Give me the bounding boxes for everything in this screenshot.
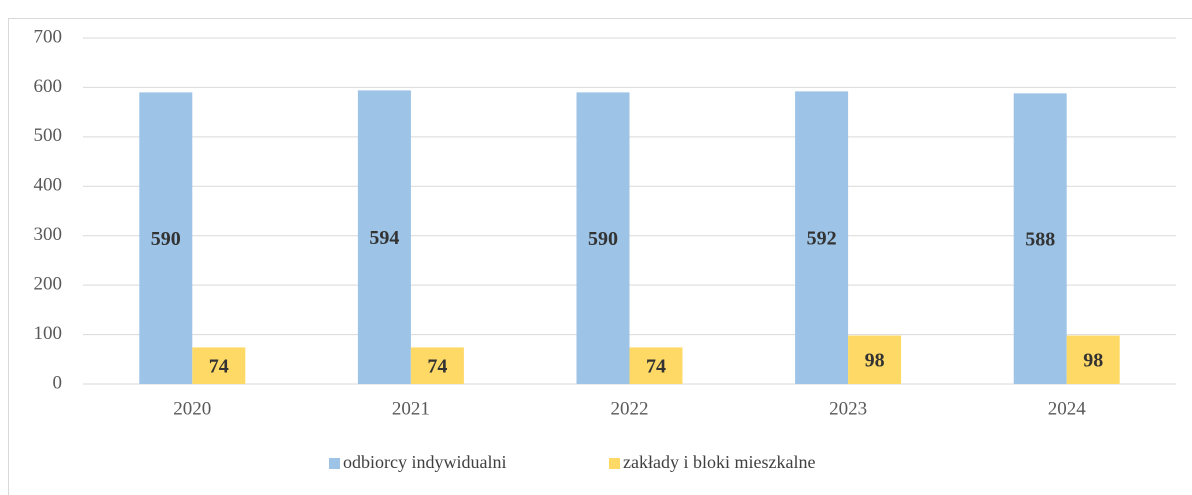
data-label: 594 — [369, 227, 399, 249]
y-tick-label: 600 — [34, 76, 63, 97]
bar — [1013, 93, 1067, 385]
data-label: 592 — [807, 227, 837, 249]
y-tick-label: 200 — [34, 274, 63, 295]
data-label: 590 — [588, 228, 618, 250]
legend-label: odbiorcy indywidualni — [343, 452, 506, 472]
bar — [848, 335, 902, 384]
data-label: 98 — [865, 349, 885, 371]
data-label: 590 — [151, 228, 181, 250]
data-label: 74 — [209, 355, 229, 377]
y-tick-label: 100 — [34, 323, 63, 344]
bar — [357, 90, 411, 384]
x-tick-label: 2023 — [829, 398, 867, 419]
data-label: 74 — [646, 355, 666, 377]
x-tick-label: 2020 — [173, 398, 211, 419]
bar — [139, 92, 193, 384]
bar — [576, 92, 630, 384]
bar — [410, 347, 464, 384]
x-tick-label: 2024 — [1048, 398, 1087, 419]
data-label: 74 — [427, 355, 447, 377]
y-tick-label: 0 — [53, 372, 63, 393]
x-tick-label: 2022 — [611, 398, 649, 419]
bar — [795, 91, 849, 384]
data-label: 588 — [1025, 228, 1055, 250]
y-tick-label: 500 — [34, 125, 63, 146]
y-tick-label: 300 — [34, 224, 63, 245]
legend-swatch — [329, 458, 340, 469]
bar — [192, 347, 246, 384]
legend-label: zakłady i bloki mieszkalne — [623, 452, 815, 472]
chart-border — [8, 18, 1192, 495]
legend-swatch — [609, 458, 620, 469]
y-tick-label: 700 — [34, 26, 63, 47]
bar — [1066, 335, 1120, 384]
y-tick-label: 400 — [34, 175, 63, 196]
data-label: 98 — [1083, 349, 1103, 371]
bar — [629, 347, 683, 384]
x-tick-label: 2021 — [392, 398, 430, 419]
